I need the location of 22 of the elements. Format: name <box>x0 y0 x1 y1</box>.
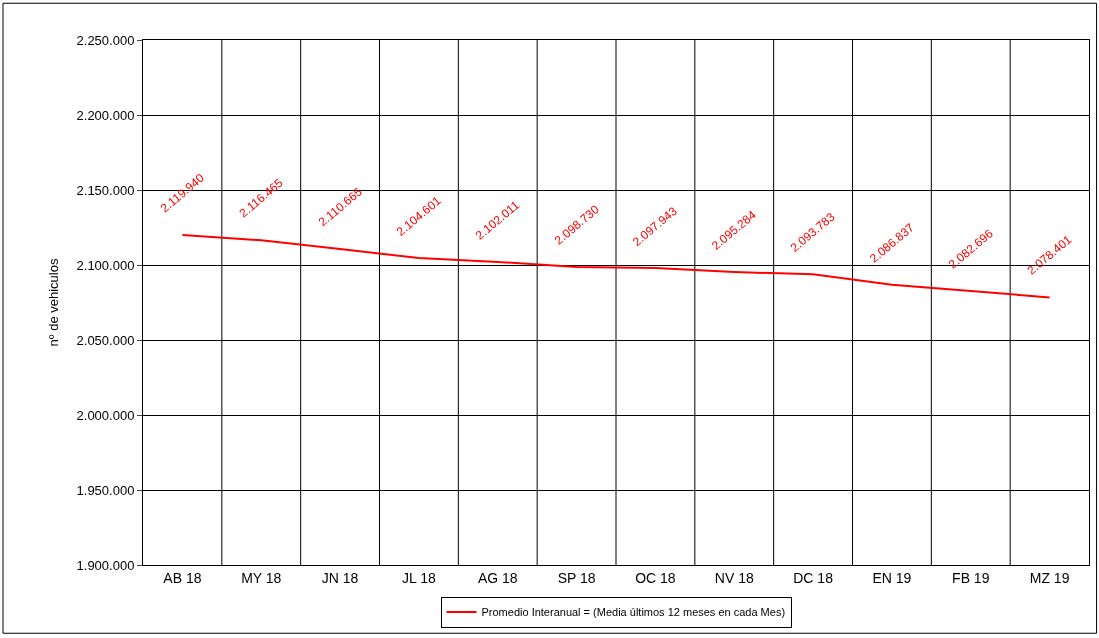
y-tick-label: 1.900.000 <box>76 557 135 573</box>
y-axis-title: nº de vehiculos <box>45 258 61 347</box>
x-tick-label: MY 18 <box>241 569 282 586</box>
y-tick-label: 2.250.000 <box>76 32 135 48</box>
x-tick-label: AG 18 <box>477 569 518 586</box>
x-tick-label: EN 19 <box>872 569 912 586</box>
legend-label: Promedio Interanual = (Media últimos 12 meses en cada Mes) <box>481 606 786 619</box>
x-tick-label: OC 18 <box>635 569 676 586</box>
x-tick-label: AB 18 <box>163 569 202 586</box>
y-tick-label: 2.200.000 <box>76 107 135 123</box>
x-tick-label: SP 18 <box>557 569 596 586</box>
x-tick-label: FB 19 <box>952 569 990 586</box>
y-tick-label: 1.950.000 <box>76 482 135 498</box>
y-tick-label: 2.100.000 <box>76 257 135 273</box>
y-tick-label: 2.050.000 <box>76 332 135 348</box>
y-tick-label: 2.150.000 <box>76 182 135 198</box>
x-tick-label: MZ 19 <box>1029 569 1070 586</box>
x-tick-label: NV 18 <box>714 569 754 586</box>
x-tick-label: DC 18 <box>793 569 834 586</box>
x-tick-label: JN 18 <box>321 569 359 586</box>
y-tick-label: 2.000.000 <box>76 407 135 423</box>
x-tick-label: JL 18 <box>402 569 436 586</box>
